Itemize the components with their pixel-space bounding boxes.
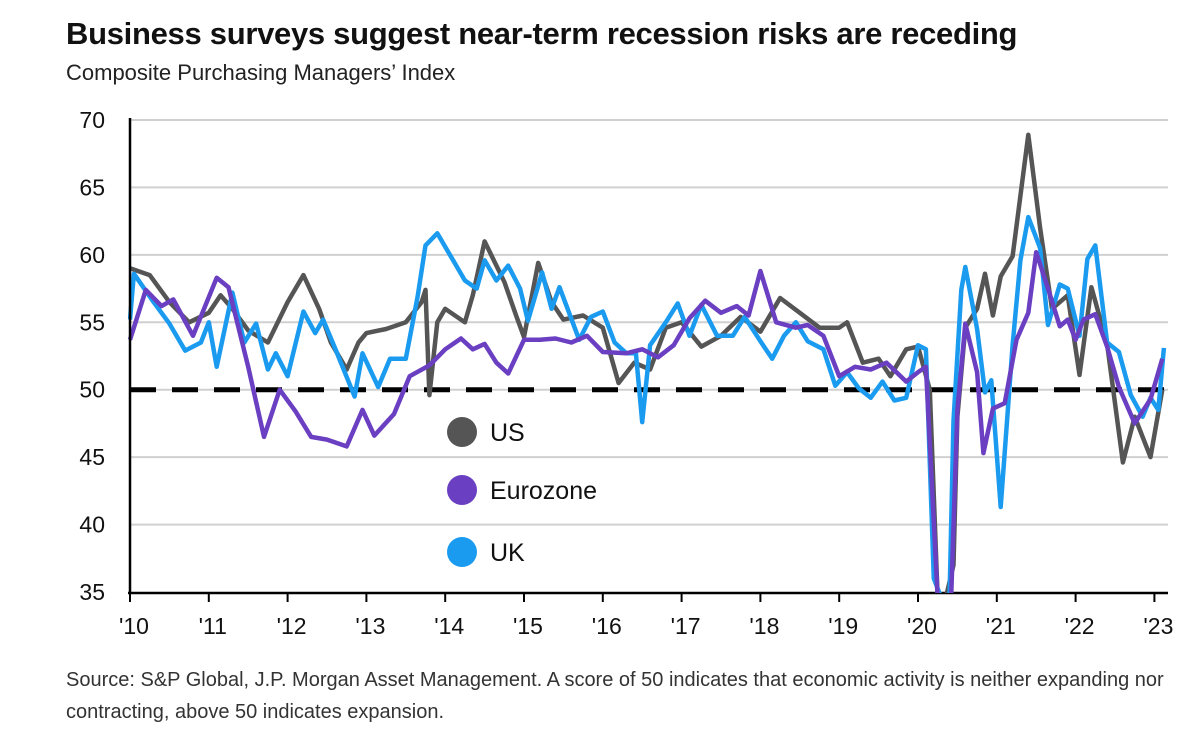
- y-tick-label: 70: [79, 107, 105, 133]
- x-axis: '10 '11 '12 '13 '14 '15 '16 '17 '18 '19 '20 '21 '22 '…: [119, 591, 1173, 639]
- y-tick-label: 65: [79, 174, 105, 200]
- x-tick-label: '14: [434, 613, 464, 639]
- y-tick-label: 50: [79, 377, 105, 403]
- chart-title: Business surveys suggest near-term reces…: [66, 16, 1018, 51]
- legend-label: US: [490, 419, 525, 447]
- legend: US Eurozone UK: [447, 417, 597, 567]
- legend-item-us: US: [447, 417, 525, 447]
- x-tick-label: '15: [513, 613, 543, 639]
- x-tick-label: '11: [199, 613, 227, 639]
- y-tick-label: 35: [79, 579, 105, 605]
- legend-swatch: [447, 475, 477, 505]
- x-tick-label: '12: [277, 613, 307, 639]
- x-tick-label: '10: [119, 613, 149, 639]
- legend-swatch: [447, 537, 477, 567]
- y-tick-label: 60: [79, 242, 105, 268]
- x-tick-label: '20: [907, 613, 937, 639]
- x-tick-label: '21: [986, 613, 1016, 639]
- y-tick-label: 45: [79, 444, 105, 470]
- gridlines: [130, 119, 1168, 526]
- legend-label: UK: [490, 539, 525, 567]
- y-tick-label: 40: [79, 512, 105, 538]
- x-tick-label: '17: [671, 613, 701, 639]
- legend-item-uk: UK: [447, 537, 525, 567]
- legend-label: Eurozone: [490, 477, 597, 505]
- x-tick-label: '19: [828, 613, 858, 639]
- x-tick-label: '23: [1143, 613, 1173, 639]
- series-lines: [128, 132, 1167, 593]
- x-tick-label: '18: [749, 613, 779, 639]
- legend-item-eurozone: Eurozone: [447, 475, 597, 505]
- source-note: Source: S&P Global, J.P. Morgan Asset Ma…: [66, 669, 1164, 723]
- x-tick-label: '13: [355, 613, 385, 639]
- series-line-uk: [128, 214, 1167, 593]
- y-axis-ticks: 35 40 45 50 55 60 65 70: [79, 107, 105, 605]
- x-tick-label: '16: [592, 613, 622, 639]
- x-tick-label: '22: [1065, 613, 1095, 639]
- y-tick-label: 55: [79, 309, 105, 335]
- series-line-eurozone: [128, 249, 1165, 593]
- legend-swatch: [447, 417, 477, 447]
- chart-subtitle: Composite Purchasing Managers’ Index: [66, 60, 456, 85]
